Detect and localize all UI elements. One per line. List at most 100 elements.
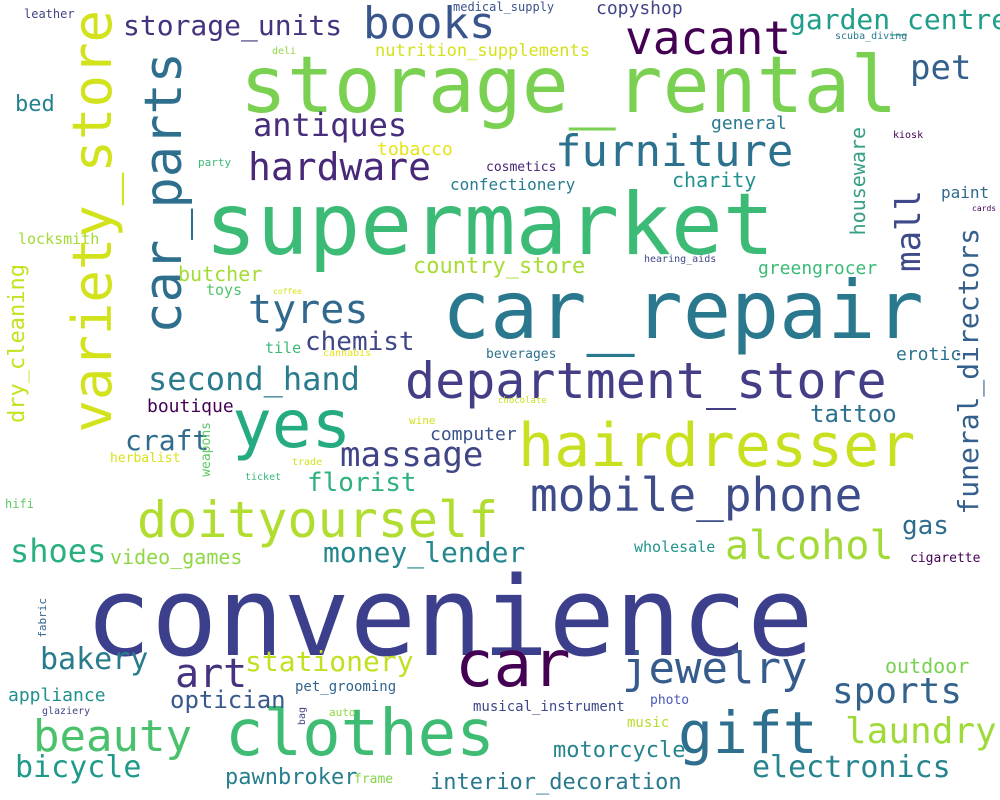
word: beverages [486,347,557,362]
word: storage_rental [240,41,898,131]
word: antiques [253,106,408,144]
word: nutrition_supplements [375,41,590,61]
word: medical_supply [453,0,555,14]
word: ticket [245,472,282,483]
word: pet_grooming [295,679,397,695]
word: vacant [625,11,792,65]
word: boutique [147,396,234,417]
word: books [363,0,496,49]
word: furniture [555,126,794,177]
word: wholesale [634,538,716,556]
word: car_repair [442,264,924,357]
word: tyres [248,287,369,333]
word: dry_cleaning [5,264,30,423]
word: herbalist [110,451,181,466]
word: clothes [225,697,495,771]
word: variety_store [61,10,124,433]
word: charity [672,168,757,192]
word: chemist [305,327,415,357]
word: optician [170,686,286,714]
word: computer [430,424,517,445]
word: weapons [199,422,214,477]
word: storage_units [123,9,343,42]
word: leather [24,7,75,21]
word: car_parts [134,52,194,334]
word: music [627,715,670,731]
word: doityourself [137,491,499,549]
word: massage [340,435,484,475]
word: mobile_phone [530,468,863,522]
word: general [711,113,787,134]
word: tile [265,339,302,357]
word: erotic [896,344,962,365]
word: fabric [36,598,49,638]
word: butcher [178,262,263,286]
word: bakery [40,642,149,677]
word: cannabis [323,348,372,359]
word: musical_instrument [473,699,625,715]
word: interior_decoration [430,770,682,795]
word: garden_centre [789,3,1000,36]
word: pet [910,48,972,88]
word: wine [409,414,436,427]
word: hifi [5,497,34,511]
word: florist [307,468,417,498]
word: party [198,156,232,169]
word: pawnbroker [225,765,358,790]
word: tattoo [810,400,897,428]
word: locksmith [18,230,100,248]
word: shoes [10,532,107,570]
word: photo [650,693,690,708]
word: paint [941,183,990,202]
word: country_store [413,254,586,279]
word: bicycle [15,750,142,785]
word: money_lender [323,536,526,569]
word: sports [832,671,963,712]
word: hearing_aids [644,254,717,265]
word: jewelry [622,643,808,694]
word: convenience [85,553,814,681]
word: gift [678,699,818,767]
word: funeral_directors [952,228,985,515]
word: stationery [245,645,414,678]
word: yes [232,386,352,463]
word: hairdresser [518,411,916,481]
word: trade [292,457,323,468]
word: greengrocer [758,258,878,279]
word: appliance [8,685,106,706]
word: deli [272,46,297,57]
word: second_hand [148,360,360,398]
word: car [455,628,571,702]
word: tobacco [377,139,453,160]
word: coffee [273,287,302,296]
word: laundry [845,711,997,752]
word: department_store [405,352,887,410]
word: alcohol [725,523,894,569]
word: mall [889,190,929,272]
word: outdoor [885,654,970,678]
word: frame [354,772,394,787]
word: copyshop [596,0,683,19]
word: supermarket [205,175,775,275]
word: cards [972,204,997,213]
word: gas [902,511,949,541]
word: confectionery [450,175,576,194]
word: hardware [248,145,432,189]
word: kiosk [893,130,924,141]
word: motorcycle [553,738,686,763]
word: toys [206,281,243,299]
word: video_games [110,545,243,569]
word: houseware [846,127,870,236]
word: cosmetics [486,160,557,175]
word: cigarette [910,551,981,566]
word: bag [297,707,308,726]
word: craft [125,424,210,457]
word: beauty [33,711,192,762]
word: electronics [752,750,951,785]
word: art [175,651,248,697]
word: auto [329,706,356,719]
word: bed [15,92,55,117]
word: chocolate [498,396,547,406]
word: scuba_diving [835,31,908,42]
